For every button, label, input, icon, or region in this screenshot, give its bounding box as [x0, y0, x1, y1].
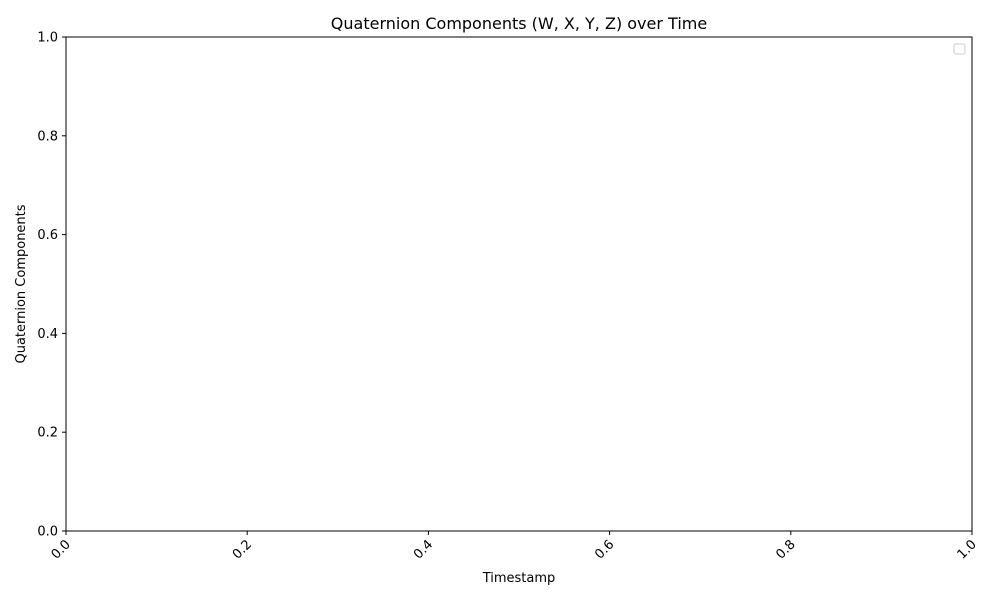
y-axis-label: Quaternion Components [14, 204, 29, 363]
chart-title: Quaternion Components (W, X, Y, Z) over … [331, 14, 707, 33]
y-tick-label: 0.0 [37, 525, 58, 540]
plot-area [65, 36, 973, 532]
y-tick-label: 0.2 [37, 426, 58, 441]
y-tick-label: 0.4 [37, 327, 58, 342]
y-tick-label: 1.0 [37, 31, 58, 46]
y-tick-label: 0.8 [37, 129, 58, 144]
legend-box [953, 43, 966, 55]
y-tick-label: 0.6 [37, 228, 58, 243]
y-axis: 0.0 0.2 0.4 0.6 0.8 1.0 [37, 31, 66, 540]
x-axis-label: Timestamp [482, 571, 556, 586]
